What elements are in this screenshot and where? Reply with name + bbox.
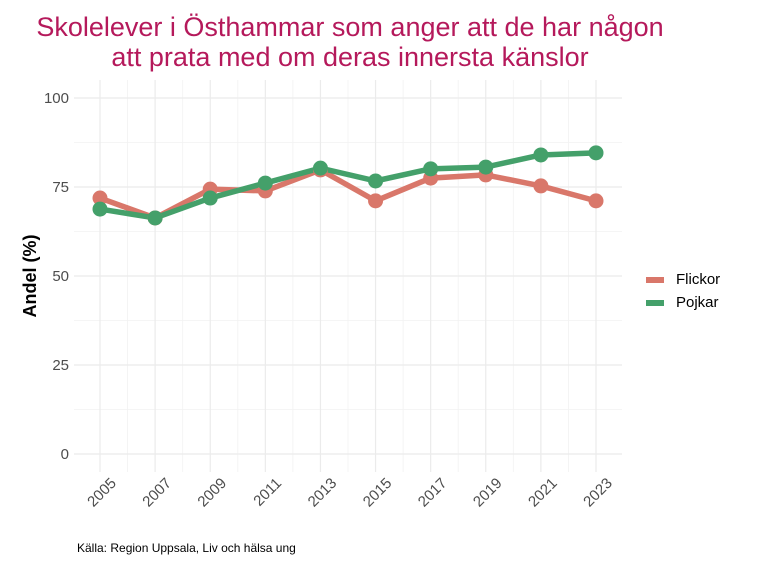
data-point-flickor-2015 — [368, 193, 384, 209]
chart-title: Skolelever i Östhammar som anger att de … — [0, 12, 700, 72]
data-point-pojkar-2007 — [147, 210, 163, 226]
y-tick-label: 75 — [52, 179, 69, 196]
legend: Flickor Pojkar — [646, 268, 720, 314]
series-points — [92, 145, 604, 226]
x-tick-label: 2023 — [580, 475, 616, 511]
legend-item-pojkar: Pojkar — [646, 291, 720, 314]
series-line-pojkar — [97, 150, 599, 221]
y-tick-label: 0 — [61, 446, 69, 463]
legend-item-flickor: Flickor — [646, 268, 720, 291]
series-line-flickor — [97, 167, 599, 221]
y-tick-label: 100 — [44, 90, 69, 107]
y-tick-label: 50 — [52, 268, 69, 285]
data-point-flickor-2021 — [533, 178, 549, 194]
x-tick-label: 2015 — [360, 475, 396, 511]
data-point-pojkar-2009 — [202, 190, 218, 206]
data-point-flickor-2023 — [588, 193, 604, 209]
data-point-pojkar-2021 — [533, 147, 549, 163]
x-tick-label: 2013 — [305, 475, 341, 511]
x-tick-label: 2009 — [194, 475, 230, 511]
y-tick-labels: 0 25 50 75 100 — [44, 90, 69, 463]
x-tick-label: 2011 — [250, 475, 285, 510]
x-tick-label: 2021 — [525, 475, 561, 511]
legend-key-pojkar — [646, 299, 664, 306]
legend-label-flickor: Flickor — [676, 271, 721, 288]
data-point-pojkar-2019 — [478, 159, 494, 175]
chart-title-line-2: att prata med om deras innersta känslor — [111, 42, 589, 72]
x-tick-label: 2007 — [139, 475, 175, 511]
data-point-pojkar-2013 — [312, 160, 328, 176]
x-tick-labels: 2005 2007 2009 2011 2013 2015 2017 2019 2021 2023 — [84, 475, 616, 511]
data-point-flickor-2005 — [92, 190, 108, 206]
y-tick-label: 25 — [52, 357, 69, 374]
x-tick-label: 2005 — [84, 475, 120, 511]
x-tick-label: 2017 — [415, 475, 451, 511]
data-point-pojkar-2005 — [92, 201, 108, 217]
legend-key-flickor — [646, 276, 664, 283]
source-caption: Källa: Region Uppsala, Liv och hälsa ung — [77, 541, 296, 555]
data-point-pojkar-2017 — [423, 161, 439, 177]
legend-label-pojkar: Pojkar — [676, 294, 719, 311]
series-lines — [97, 150, 599, 221]
data-point-pojkar-2015 — [368, 173, 384, 189]
chart-title-line-1: Skolelever i Östhammar som anger att de … — [36, 12, 664, 42]
x-tick-label: 2019 — [470, 475, 506, 511]
data-point-pojkar-2011 — [257, 175, 273, 191]
grid-major — [74, 80, 622, 472]
data-point-pojkar-2023 — [588, 145, 604, 161]
y-axis-label: Andel (%) — [20, 234, 40, 317]
